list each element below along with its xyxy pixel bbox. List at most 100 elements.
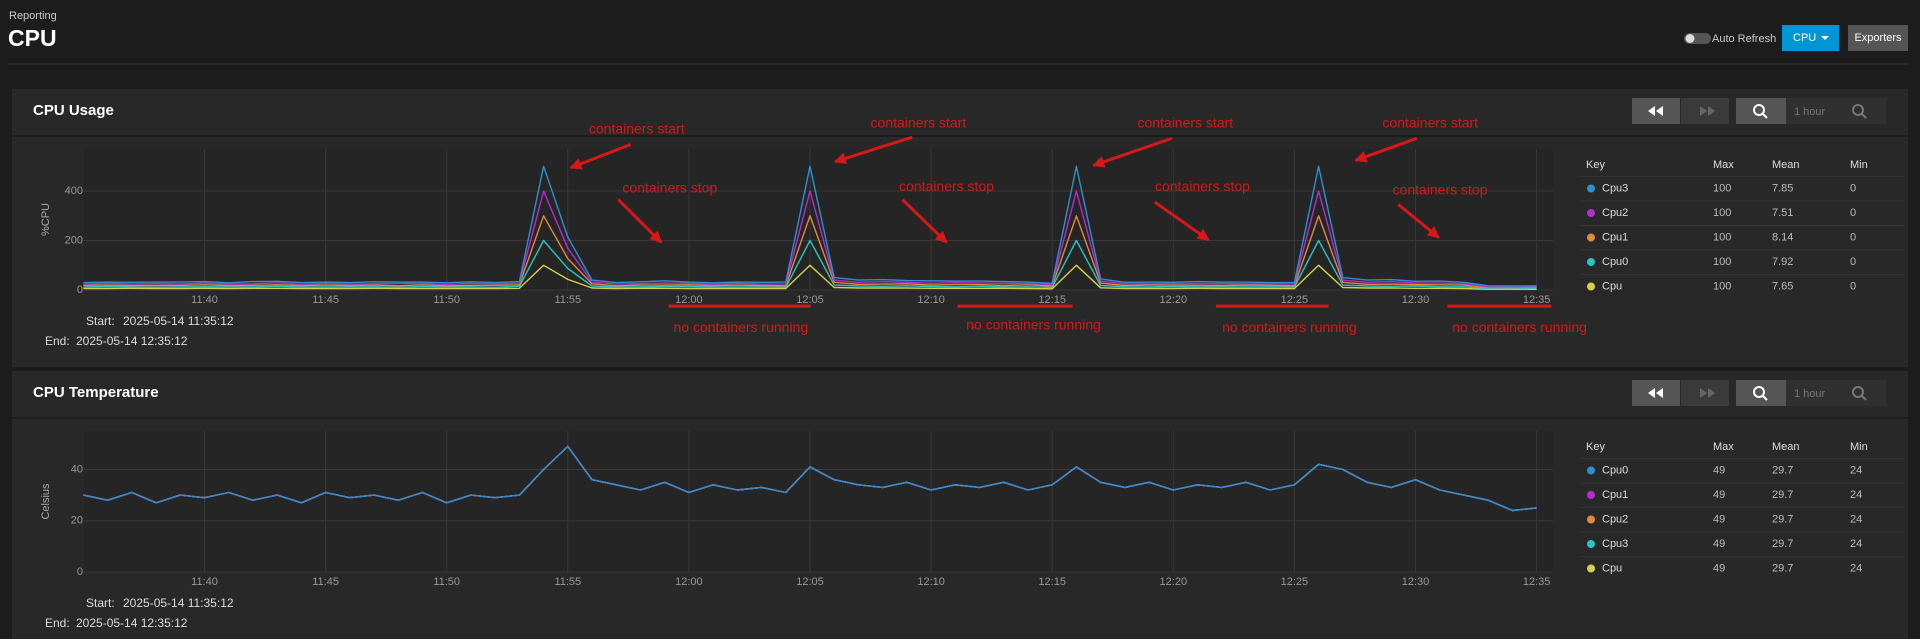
table-max: 49 [1713, 562, 1725, 574]
forward-icon [1700, 388, 1715, 398]
legend-name: Cpu [1602, 280, 1622, 292]
zoom-out-button[interactable] [1736, 98, 1786, 124]
zoom-field[interactable] [1786, 98, 1886, 124]
annotation: no containers running [1222, 319, 1357, 335]
legend-name: Cpu0 [1602, 464, 1628, 476]
toggle-knob [1685, 34, 1695, 43]
table-max: 49 [1713, 513, 1725, 525]
table-mean: 29.7 [1772, 538, 1793, 550]
table-min: 0 [1850, 256, 1856, 268]
y-tick-label: 0 [77, 284, 83, 296]
table-min: 24 [1850, 538, 1862, 550]
annotation: no containers running [966, 316, 1101, 332]
annotation-arrow [901, 198, 948, 244]
y-tick-label: 400 [65, 185, 83, 197]
y-axis-label: %CPU [40, 203, 52, 236]
legend-dot [1587, 564, 1595, 573]
table-min: 24 [1850, 464, 1862, 476]
table-max: 100 [1713, 182, 1731, 194]
legend-dot [1587, 184, 1595, 193]
legend-name: Cpu1 [1602, 231, 1628, 243]
x-tick-label: 12:30 [1402, 576, 1430, 588]
x-tick-label: 12:30 [1402, 294, 1430, 306]
x-tick-label: 12:15 [1038, 294, 1066, 306]
table-header: Mean [1772, 441, 1800, 453]
zoom-icon [1753, 104, 1765, 116]
exporters-button[interactable] [1848, 25, 1908, 51]
menu-button[interactable] [1782, 25, 1839, 51]
legend-name: Cpu3 [1602, 538, 1628, 550]
search-icon-handle [1861, 395, 1867, 401]
legend-dot [1587, 540, 1595, 548]
x-tick-label: 12:25 [1281, 576, 1309, 588]
x-tick-label: 11:40 [191, 294, 218, 306]
table-mean: 29.7 [1772, 489, 1793, 501]
series-line [83, 165, 1537, 287]
table-max: 49 [1713, 464, 1725, 476]
exporters-label: Exporters [1854, 32, 1902, 44]
x-tick-label: 12:05 [796, 294, 824, 306]
table-min: 24 [1850, 562, 1862, 574]
y-tick-label: 40 [71, 463, 83, 475]
search-icon-handle [1861, 113, 1867, 119]
annotation: containers start [871, 114, 967, 130]
x-tick-label: 11:50 [433, 576, 460, 588]
legend-name: Cpu2 [1602, 207, 1628, 219]
legend-name: Cpu2 [1602, 513, 1628, 525]
series-line [83, 215, 1537, 289]
legend-dot [1587, 209, 1595, 217]
legend-dot [1587, 282, 1595, 291]
legend-dot [1587, 233, 1595, 242]
start-value: 2025-05-14 11:35:12 [123, 314, 234, 328]
x-tick-label: 11:50 [433, 294, 460, 306]
table-max: 100 [1713, 231, 1731, 243]
annotation-arrow [1153, 200, 1210, 242]
x-tick-label: 12:25 [1281, 294, 1309, 306]
breadcrumb: Reporting [9, 10, 57, 22]
table-header: Key [1586, 159, 1605, 171]
x-tick-label: 12:10 [917, 576, 945, 588]
annotation-arrow [617, 198, 663, 244]
table-mean: 8.14 [1772, 231, 1793, 243]
annotation-arrow [833, 135, 913, 165]
table-mean: 7.92 [1772, 256, 1793, 268]
annotation: no containers running [1452, 319, 1587, 335]
x-tick-label: 11:55 [554, 294, 581, 306]
annotation-arrow [1397, 203, 1440, 239]
legend-dot [1587, 515, 1595, 524]
start-value: 2025-05-14 11:35:12 [123, 596, 234, 610]
x-tick-label: 12:00 [675, 294, 703, 306]
x-tick-label: 12:05 [796, 576, 824, 588]
x-tick-label: 12:20 [1160, 576, 1188, 588]
table-mean: 7.51 [1772, 207, 1793, 219]
zoom-out-button[interactable] [1736, 380, 1786, 406]
table-header: Mean [1772, 159, 1800, 171]
y-tick-label: 200 [65, 234, 83, 246]
table-header: Min [1850, 159, 1868, 171]
x-tick-label: 12:20 [1160, 294, 1188, 306]
rewind-icon [1648, 106, 1663, 116]
page-title: CPU [8, 25, 57, 51]
zoom-placeholder: 1 hour [1794, 106, 1826, 118]
annotation: containers stop [899, 178, 994, 194]
zoom-field[interactable] [1786, 380, 1886, 406]
x-tick-label: 12:35 [1523, 294, 1551, 306]
annotation: containers stop [622, 179, 717, 195]
annotation-arrow [1092, 136, 1173, 168]
zoom-placeholder: 1 hour [1794, 388, 1826, 400]
annotation: containers stop [1155, 178, 1250, 194]
table-mean: 29.7 [1772, 464, 1793, 476]
y-axis-label: Celsius [40, 483, 52, 520]
table-mean: 7.65 [1772, 280, 1793, 292]
search-icon [1852, 386, 1864, 398]
series-line [83, 445, 1537, 512]
annotation: containers stop [1393, 182, 1488, 198]
series-line [83, 264, 1537, 290]
zoom-icon-handle [1762, 113, 1768, 119]
table-mean: 29.7 [1772, 513, 1793, 525]
table-max: 100 [1713, 280, 1731, 292]
end-value: 2025-05-14 12:35:12 [76, 616, 188, 630]
table-header: Key [1586, 441, 1605, 453]
plot-area [84, 149, 1553, 290]
x-tick-label: 12:35 [1523, 576, 1551, 588]
